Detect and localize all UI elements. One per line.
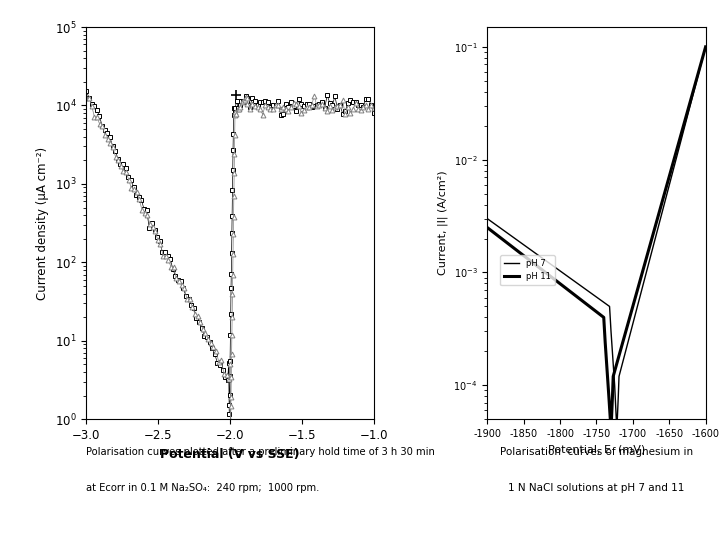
Text: Polarisation  curves of magnesium in: Polarisation curves of magnesium in <box>500 447 693 457</box>
Text: Polarisation curves plotted after a preliminary hold time of 3 h 30 min: Polarisation curves plotted after a prel… <box>86 447 436 457</box>
Text: 1 N NaCl solutions at pH 7 and 11: 1 N NaCl solutions at pH 7 and 11 <box>508 483 685 492</box>
X-axis label: Potential, E  (mV): Potential, E (mV) <box>548 444 645 455</box>
X-axis label: Potential (V vs SSE): Potential (V vs SSE) <box>161 448 300 461</box>
Y-axis label: Current, |I| (A/cm²): Current, |I| (A/cm²) <box>437 171 448 275</box>
Legend: pH 7, pH 11: pH 7, pH 11 <box>500 255 555 286</box>
Y-axis label: Current density (μA cm⁻²): Current density (μA cm⁻²) <box>36 146 49 300</box>
Text: at Ecorr in 0.1 M Na₂SO₄:  240 rpm;  1000 rpm.: at Ecorr in 0.1 M Na₂SO₄: 240 rpm; 1000 … <box>86 483 320 492</box>
